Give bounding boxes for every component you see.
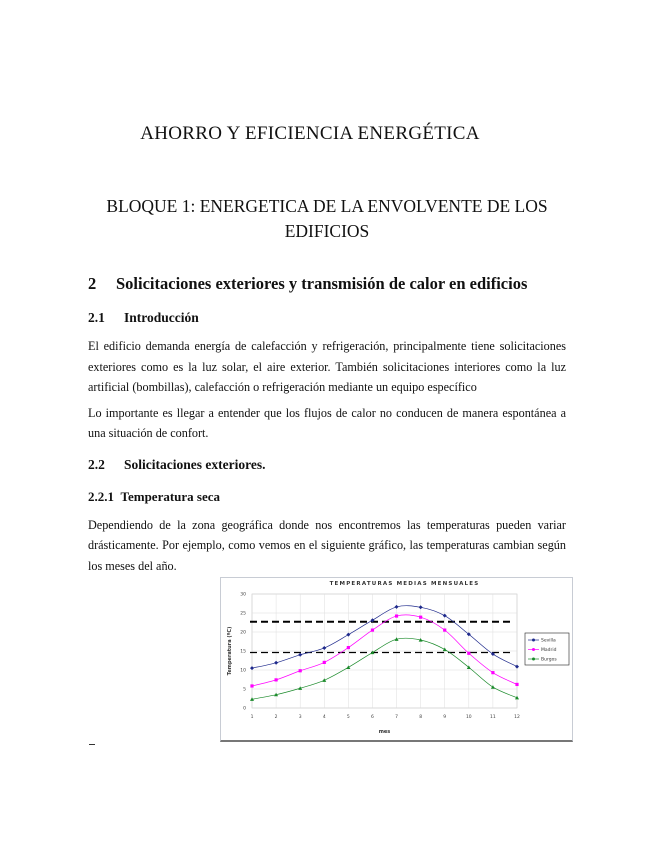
document-body: AHORRO Y EFICIENCIA ENERGÉTICA BLOQUE 1:…: [88, 0, 573, 742]
document-title: AHORRO Y EFICIENCIA ENERGÉTICA: [140, 123, 480, 144]
data-point: [418, 605, 423, 610]
subsubsection-title: Temperatura seca: [120, 488, 221, 504]
legend-label: Sevilla: [541, 638, 556, 644]
subsection-heading: 2.1 Introducción: [88, 309, 566, 327]
data-point: [298, 686, 303, 690]
data-point: [467, 651, 471, 655]
data-point: [491, 671, 495, 675]
series-line-sevilla: [251, 605, 518, 669]
x-tick-label: 10: [466, 714, 472, 720]
legend-label: Burgos: [541, 657, 557, 663]
data-point: [322, 678, 327, 682]
data-point: [394, 614, 399, 618]
series-line-burgos: [251, 637, 518, 700]
data-point: [394, 604, 399, 609]
series-line-madrid: [251, 614, 518, 687]
y-tick-label: 5: [243, 687, 246, 693]
paragraph: Dependiendo de la zona geográfica donde …: [88, 517, 566, 573]
subsection-number: 2.1: [88, 310, 105, 325]
data-point: [442, 647, 447, 652]
chart-title: TEMPERATURAS MEDIAS MENSUALES: [330, 581, 480, 587]
data-point: [515, 682, 519, 687]
data-point: [394, 637, 399, 641]
x-tick-label: 5: [347, 714, 350, 720]
data-point: [250, 684, 254, 688]
data-point: [515, 695, 519, 700]
x-tick-label: 11: [490, 714, 496, 720]
paragraph: Lo importante es llegar a entender que l…: [88, 405, 566, 441]
x-tick-label: 7: [395, 714, 398, 720]
subsection-title: Solicitaciones exteriores.: [124, 456, 266, 472]
x-tick-label: 4: [323, 714, 326, 720]
data-point: [298, 652, 303, 657]
x-tick-label: 3: [299, 714, 302, 720]
y-tick-label: 30: [240, 592, 246, 598]
section-heading: 2 Solicitaciones exteriores y transmisión…: [88, 273, 566, 295]
section-title: Solicitaciones exteriores y transmisión …: [116, 274, 528, 293]
data-point: [370, 618, 375, 623]
data-point: [346, 632, 351, 637]
data-point: [346, 665, 351, 669]
section-number: 2: [88, 274, 97, 293]
data-point: [370, 650, 375, 655]
legend-marker: [532, 638, 535, 642]
subsection-title: Introducción: [124, 310, 199, 325]
subsubsection-number: 2.2.1: [88, 488, 114, 504]
y-tick-label: 0: [243, 706, 246, 712]
y-axis-label: Temperatura (ºC): [227, 627, 233, 676]
x-tick-label: 8: [419, 714, 422, 720]
x-tick-label: 6: [371, 714, 374, 720]
y-tick-label: 20: [240, 630, 246, 636]
paragraph: El edificio demanda energía de calefacci…: [88, 339, 566, 394]
y-tick-label: 10: [240, 668, 246, 674]
data-point: [250, 697, 254, 701]
data-point: [419, 615, 423, 619]
temperature-chart: TEMPERATURAS MEDIAS MENSUALES 1 2 3 4 5 6 7 8 9 10…: [220, 577, 573, 742]
data-point: [515, 664, 519, 669]
data-point: [250, 666, 254, 671]
data-point: [490, 685, 495, 689]
data-point: [346, 645, 350, 650]
x-tick-label: 2: [275, 714, 278, 720]
legend-label: Madrid: [541, 647, 557, 653]
y-tick-label: 15: [240, 649, 246, 655]
page-mark: [89, 744, 95, 745]
y-tick-label: 25: [240, 611, 246, 617]
block-title: BLOQUE 1: ENERGETICA DE LA ENVOLVENTE DE…: [106, 196, 548, 241]
x-tick-label: 9: [443, 714, 446, 720]
data-point: [274, 678, 278, 682]
subsection-number: 2.2: [88, 456, 105, 472]
data-point: [418, 637, 423, 642]
data-point: [443, 628, 447, 632]
data-point: [274, 692, 279, 697]
subsubsection-heading: 2.2.1 Temperatura seca: [88, 488, 566, 506]
x-axis-label: mes: [379, 729, 391, 735]
subsection-heading: 2.2 Solicitaciones exteriores.: [88, 456, 566, 474]
legend-marker: [532, 648, 535, 651]
data-point: [442, 613, 447, 618]
x-tick-label: 12: [514, 714, 520, 720]
data-point: [322, 660, 326, 664]
data-point: [322, 645, 327, 650]
data-point: [298, 669, 302, 673]
x-tick-label: 1: [251, 714, 254, 720]
data-point: [466, 632, 471, 637]
data-point: [490, 652, 495, 657]
data-point: [274, 660, 279, 665]
legend-marker: [532, 657, 535, 661]
data-point: [370, 628, 375, 632]
data-point: [466, 665, 471, 669]
